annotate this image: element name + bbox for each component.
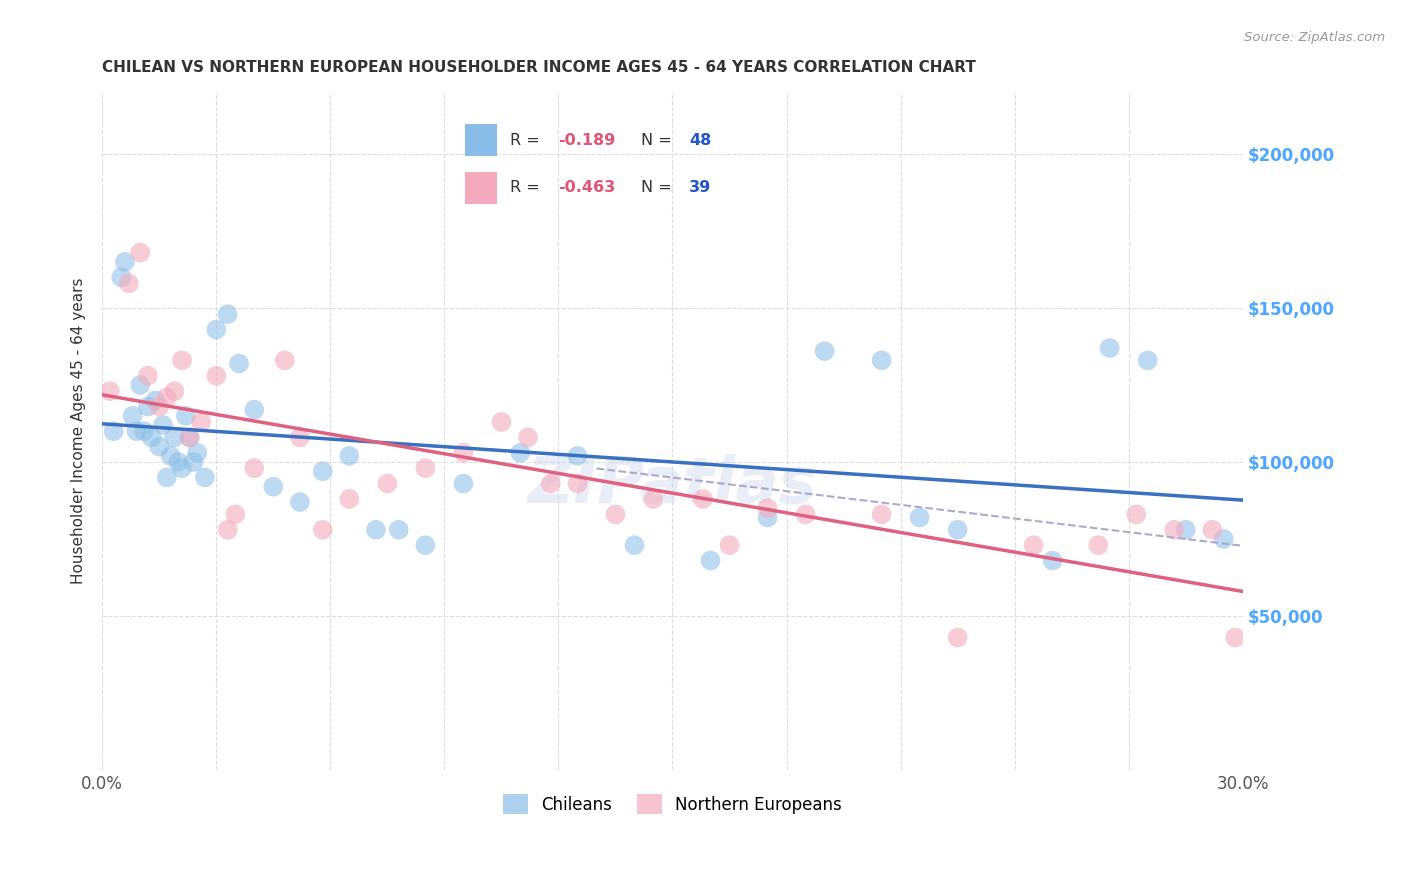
Point bbox=[262, 480, 284, 494]
Point bbox=[136, 368, 159, 383]
Point bbox=[132, 424, 155, 438]
Point bbox=[156, 390, 179, 404]
Point bbox=[1201, 523, 1223, 537]
Point bbox=[205, 368, 228, 383]
Point bbox=[946, 523, 969, 537]
Point bbox=[145, 393, 167, 408]
Point bbox=[1098, 341, 1121, 355]
Point bbox=[699, 553, 721, 567]
Point bbox=[148, 440, 170, 454]
Point bbox=[114, 255, 136, 269]
Point bbox=[170, 353, 193, 368]
Point bbox=[908, 510, 931, 524]
Point bbox=[174, 409, 197, 423]
Point bbox=[129, 245, 152, 260]
Point bbox=[1212, 532, 1234, 546]
Point bbox=[156, 470, 179, 484]
Point bbox=[643, 491, 665, 506]
Point bbox=[1022, 538, 1045, 552]
Point bbox=[243, 402, 266, 417]
Point bbox=[110, 270, 132, 285]
Point bbox=[312, 464, 335, 478]
Point bbox=[756, 510, 779, 524]
Point bbox=[288, 430, 311, 444]
Point bbox=[692, 491, 714, 506]
Point bbox=[870, 353, 893, 368]
Point bbox=[1125, 508, 1147, 522]
Point bbox=[1042, 553, 1064, 567]
Point bbox=[141, 430, 163, 444]
Point bbox=[1174, 523, 1197, 537]
Point bbox=[205, 322, 228, 336]
Point bbox=[491, 415, 513, 429]
Point bbox=[946, 631, 969, 645]
Point bbox=[453, 476, 475, 491]
Text: CHILEAN VS NORTHERN EUROPEAN HOUSEHOLDER INCOME AGES 45 - 64 YEARS CORRELATION C: CHILEAN VS NORTHERN EUROPEAN HOUSEHOLDER… bbox=[103, 60, 976, 75]
Point bbox=[388, 523, 411, 537]
Point bbox=[813, 344, 835, 359]
Point bbox=[623, 538, 645, 552]
Point bbox=[121, 409, 143, 423]
Point bbox=[415, 461, 437, 475]
Point bbox=[118, 277, 141, 291]
Point bbox=[312, 523, 335, 537]
Point bbox=[224, 508, 246, 522]
Point bbox=[183, 455, 205, 469]
Point bbox=[1087, 538, 1109, 552]
Point bbox=[337, 491, 360, 506]
Point bbox=[179, 430, 201, 444]
Point bbox=[163, 430, 186, 444]
Point bbox=[167, 455, 190, 469]
Point bbox=[152, 418, 174, 433]
Point bbox=[453, 446, 475, 460]
Point bbox=[567, 476, 589, 491]
Point bbox=[567, 449, 589, 463]
Point bbox=[1136, 353, 1159, 368]
Point bbox=[337, 449, 360, 463]
Point bbox=[517, 430, 540, 444]
Point bbox=[540, 476, 562, 491]
Point bbox=[870, 508, 893, 522]
Text: ZIPatlas: ZIPatlas bbox=[527, 454, 817, 516]
Point bbox=[1223, 631, 1246, 645]
Point bbox=[159, 449, 181, 463]
Point bbox=[148, 400, 170, 414]
Point bbox=[273, 353, 295, 368]
Point bbox=[186, 446, 208, 460]
Y-axis label: Householder Income Ages 45 - 64 years: Householder Income Ages 45 - 64 years bbox=[72, 278, 86, 584]
Point bbox=[103, 424, 125, 438]
Point bbox=[243, 461, 266, 475]
Point bbox=[129, 378, 152, 392]
Point bbox=[190, 415, 212, 429]
Point bbox=[194, 470, 217, 484]
Point bbox=[794, 508, 817, 522]
Point bbox=[1163, 523, 1185, 537]
Point bbox=[179, 430, 201, 444]
Point bbox=[136, 400, 159, 414]
Point bbox=[163, 384, 186, 399]
Point bbox=[98, 384, 121, 399]
Point bbox=[228, 356, 250, 370]
Point bbox=[718, 538, 741, 552]
Point bbox=[125, 424, 148, 438]
Point bbox=[170, 461, 193, 475]
Point bbox=[509, 446, 531, 460]
Point bbox=[364, 523, 387, 537]
Point bbox=[217, 307, 239, 321]
Point bbox=[375, 476, 398, 491]
Point bbox=[288, 495, 311, 509]
Text: Source: ZipAtlas.com: Source: ZipAtlas.com bbox=[1244, 31, 1385, 45]
Point bbox=[415, 538, 437, 552]
Point bbox=[605, 508, 627, 522]
Point bbox=[756, 501, 779, 516]
Legend: Chileans, Northern Europeans: Chileans, Northern Europeans bbox=[495, 786, 851, 822]
Point bbox=[217, 523, 239, 537]
